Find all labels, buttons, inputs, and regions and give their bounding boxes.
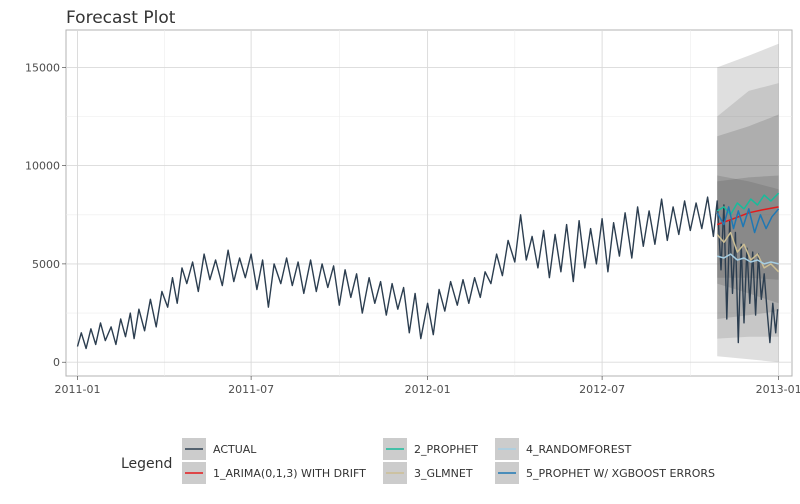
x-tick-label: 2012-07 xyxy=(579,383,625,396)
y-tick-label: 0 xyxy=(53,356,60,369)
x-tick-label: 2012-01 xyxy=(405,383,451,396)
y-tick-label: 10000 xyxy=(25,160,60,173)
chart-title: Forecast Plot xyxy=(66,8,176,28)
series-line-forecast-1 xyxy=(716,206,779,226)
plot-panel xyxy=(65,29,793,377)
legend-label: 4_RANDOMFOREST xyxy=(526,443,632,456)
series-layer xyxy=(76,192,780,350)
prediction-interval xyxy=(717,175,779,280)
legend-label: 3_GLMNET xyxy=(414,467,473,480)
series-line-actual xyxy=(76,196,779,350)
legend-label: 2_PROPHET xyxy=(414,443,478,456)
prediction-interval xyxy=(717,114,779,319)
prediction-interval xyxy=(717,175,779,304)
series-line-forecast-5 xyxy=(716,206,780,234)
series-line-forecast-3 xyxy=(716,231,780,273)
x-tick-label: 2013-01 xyxy=(756,383,800,396)
series-line-forecast-4 xyxy=(716,253,779,265)
y-tick-label: 5000 xyxy=(32,258,60,271)
grid-layer xyxy=(66,30,792,376)
axis-layer: 0 5000 10000 15000 2011-01 2011-07 2012-01 2012… xyxy=(25,61,800,396)
legend-label: 1_ARIMA(0,1,3) WITH DRIFT xyxy=(213,467,366,480)
x-tick-label: 2011-01 xyxy=(55,383,101,396)
legend-label: 5_PROPHET W/ XGBOOST ERRORS xyxy=(526,467,715,480)
legend-title: Legend xyxy=(121,456,172,472)
legend: Legend ACTUAL 1_ARIMA(0,1,3) WITH DRIFT 2_… xyxy=(121,438,715,484)
legend-label: ACTUAL xyxy=(213,443,257,456)
y-tick-label: 15000 xyxy=(25,61,60,74)
x-tick-label: 2011-07 xyxy=(228,383,274,396)
